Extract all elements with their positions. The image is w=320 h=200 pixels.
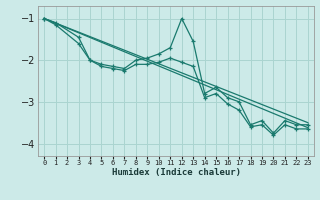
X-axis label: Humidex (Indice chaleur): Humidex (Indice chaleur) xyxy=(111,168,241,177)
